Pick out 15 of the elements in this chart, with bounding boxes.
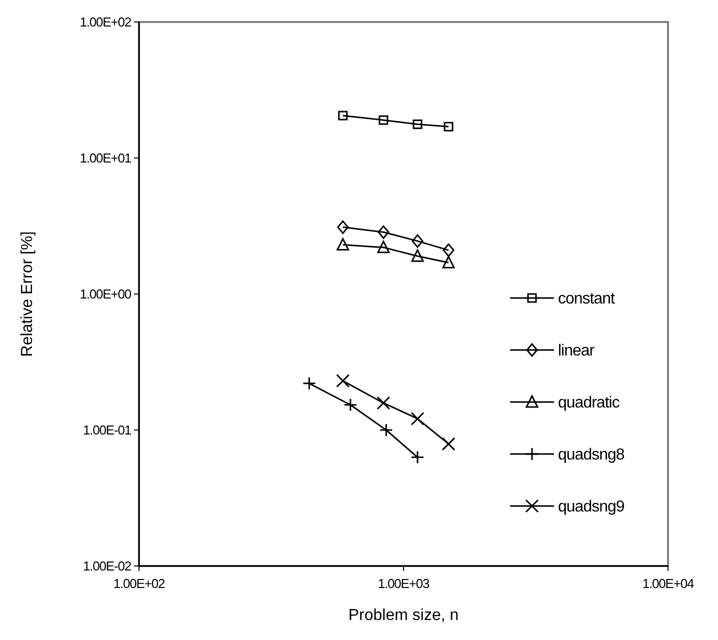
y-axis-title: Relative Error [%] bbox=[19, 231, 36, 357]
y-tick-label: 1.00E+00 bbox=[80, 286, 132, 302]
legend-label: quadratic bbox=[558, 394, 620, 412]
legend-label: quadsng9 bbox=[558, 498, 625, 516]
x-tick-label: 1.00E+04 bbox=[642, 576, 694, 591]
y-tick-label: 1.00E+01 bbox=[80, 150, 132, 166]
legend-label: linear bbox=[558, 342, 596, 360]
x-tick-label: 1.00E+02 bbox=[113, 576, 165, 591]
legend-label: constant bbox=[558, 290, 616, 308]
x-tick-label: 1.00E+03 bbox=[378, 576, 430, 591]
y-tick-label: 1.00E-01 bbox=[83, 422, 132, 438]
y-tick-label: 1.00E+02 bbox=[80, 14, 132, 30]
legend-label: quadsng8 bbox=[558, 446, 625, 464]
x-axis-title: Problem size, n bbox=[348, 607, 459, 624]
y-tick-label: 1.00E-02 bbox=[83, 558, 132, 574]
